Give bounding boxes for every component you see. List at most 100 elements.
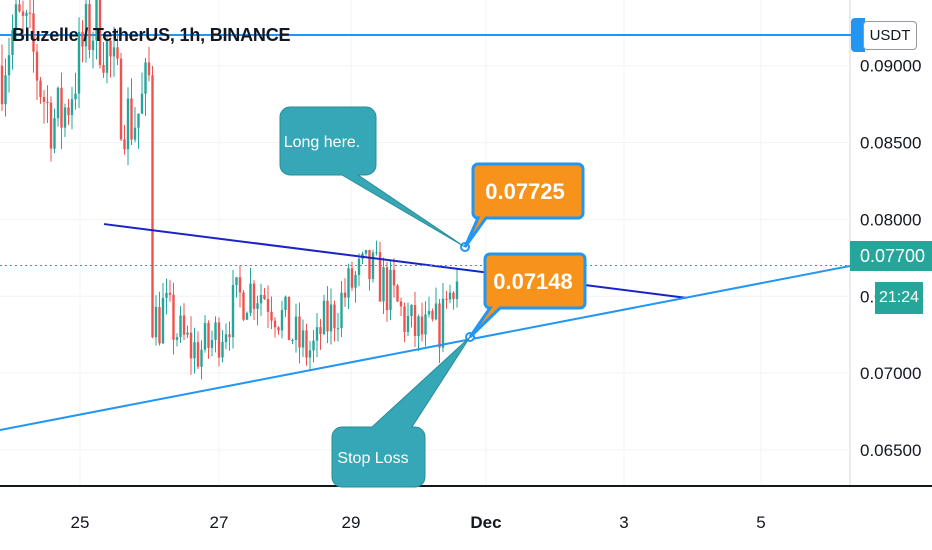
candle-body xyxy=(53,118,56,149)
candle-body xyxy=(294,316,298,340)
candle-body xyxy=(319,327,322,334)
candle-body xyxy=(60,87,63,128)
candle-body xyxy=(116,47,119,59)
candle-body xyxy=(315,327,319,341)
candle-body xyxy=(46,102,49,104)
candle-body xyxy=(18,4,21,12)
price-tick-label: 0.06500 xyxy=(860,441,921,460)
candle-body xyxy=(200,349,203,367)
candle-body xyxy=(21,11,25,16)
time-tick-label: 3 xyxy=(619,513,628,532)
candle-body xyxy=(186,332,189,335)
candle-body xyxy=(270,311,273,321)
candle-body xyxy=(105,40,109,73)
entry-price-text: 0.07725 xyxy=(485,179,565,204)
stop-callout-text: Stop Loss xyxy=(337,450,408,467)
candle-body xyxy=(431,311,434,320)
candle-body xyxy=(91,40,95,51)
candle-body xyxy=(175,337,179,340)
price-tick-label: 0.08000 xyxy=(860,210,921,229)
long-callout-text: Long here. xyxy=(284,134,361,151)
candle-body xyxy=(137,113,140,128)
currency-badge[interactable]: USDT xyxy=(863,21,917,50)
candle-body xyxy=(231,285,235,338)
candle-body xyxy=(221,342,224,358)
candle-body xyxy=(385,267,389,311)
entry-price-callout xyxy=(463,162,585,248)
candle-body xyxy=(277,327,280,331)
symbol-title: Bluzelle / TetherUS, 1h, BINANCE xyxy=(12,25,291,45)
candle-body xyxy=(70,99,74,116)
stop-price-text: 0.07148 xyxy=(493,269,573,294)
candle-body xyxy=(343,292,347,298)
time-tick-label: Dec xyxy=(470,513,501,532)
candle-body xyxy=(95,0,98,41)
resistance-level-tab xyxy=(851,18,865,52)
candle-body xyxy=(63,107,67,128)
candle-body xyxy=(406,316,410,332)
candle-body xyxy=(81,31,84,47)
candle-body xyxy=(256,303,259,309)
candle-body xyxy=(109,40,112,57)
candle-body xyxy=(42,96,46,103)
candle-body xyxy=(252,283,256,309)
candle-body xyxy=(165,292,168,298)
candle-body xyxy=(196,342,200,367)
candle-body xyxy=(308,350,312,358)
candle-body xyxy=(102,64,105,73)
price-tick-label: 0.09000 xyxy=(860,57,921,76)
price-tick-label: 0.08500 xyxy=(860,134,921,153)
candle-body xyxy=(333,304,336,329)
candle-body xyxy=(336,328,340,330)
candle-body xyxy=(441,298,445,348)
candle-body xyxy=(32,13,35,52)
time-tick-label: 25 xyxy=(71,513,90,532)
candle-body xyxy=(266,298,270,312)
candle-body xyxy=(326,300,329,332)
candle-body xyxy=(417,316,420,337)
candle-body xyxy=(147,62,151,76)
candle-body xyxy=(49,102,53,149)
candle-body xyxy=(427,311,431,315)
candle-body xyxy=(238,277,242,293)
candle-body xyxy=(445,298,448,300)
price-scale-panel xyxy=(850,0,932,550)
candle-body xyxy=(273,320,277,328)
candle-body xyxy=(179,315,182,338)
candle-body xyxy=(350,268,354,288)
candle-body xyxy=(144,62,147,94)
candle-body xyxy=(382,267,385,302)
candle-body xyxy=(312,340,315,351)
candle-body xyxy=(263,294,266,299)
candle-body xyxy=(123,139,126,150)
candle-body xyxy=(305,330,308,358)
candle-body xyxy=(126,98,130,150)
candle-body xyxy=(357,258,361,275)
candle-body xyxy=(7,55,11,76)
candle-body xyxy=(347,268,350,298)
candle-body xyxy=(130,98,133,140)
candle-body xyxy=(67,107,70,116)
candle-body xyxy=(375,252,378,254)
candle-body xyxy=(301,330,305,348)
candle-body xyxy=(378,252,382,302)
candle-body xyxy=(249,283,252,313)
candle-body xyxy=(154,307,158,338)
time-tick-label: 27 xyxy=(210,513,229,532)
candle-body xyxy=(207,323,210,348)
candle-body xyxy=(410,305,413,317)
candle-body xyxy=(399,301,403,307)
candle-body xyxy=(98,0,102,65)
candle-body xyxy=(119,58,123,140)
candle-body xyxy=(88,4,91,51)
candle-body xyxy=(4,75,7,105)
candle-body xyxy=(228,334,231,338)
candle-body xyxy=(224,334,228,343)
candle-body xyxy=(287,296,291,341)
candle-body xyxy=(35,51,39,81)
candle-body xyxy=(140,93,144,114)
candle-body xyxy=(235,277,238,286)
candle-body xyxy=(217,322,221,358)
